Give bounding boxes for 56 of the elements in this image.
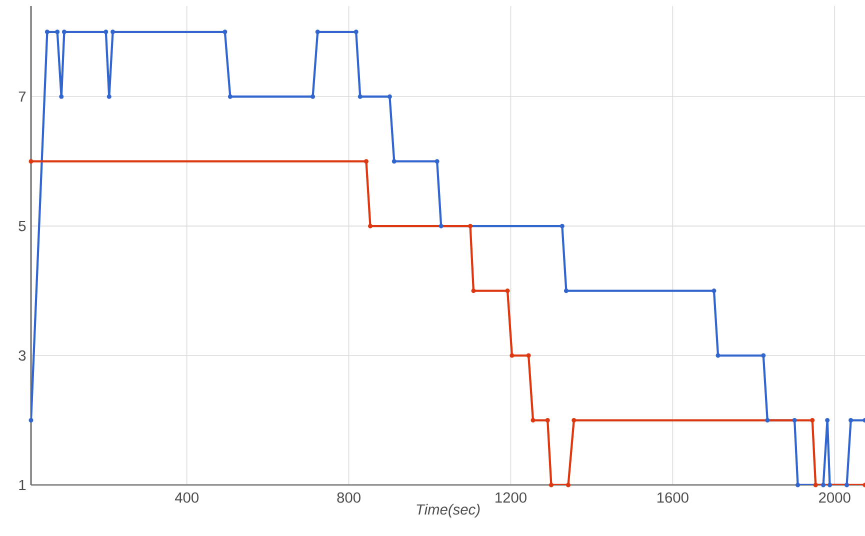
point [59,94,64,99]
point [848,418,854,423]
point [434,159,440,164]
point [813,482,818,488]
x-axis-title: Time(sec) [416,504,480,518]
x-tick-label: 400 [174,492,199,503]
y-tick-label: 3 [18,350,26,361]
point [844,482,850,488]
y-tick-label: 7 [18,92,26,102]
point [104,30,108,34]
y-tick-label: 1 [19,480,26,490]
point [392,159,396,164]
point [796,482,800,488]
point [526,353,531,358]
x-tick-label: 1200 [496,492,526,503]
point [110,30,116,34]
point [560,224,564,228]
x-tick-label: 2000 [819,492,850,503]
point [222,30,228,34]
point [106,94,112,99]
x-tick-label: 800 [337,492,360,503]
point [315,30,320,34]
point [358,94,362,99]
point [825,418,830,423]
point [55,30,60,34]
point [28,418,34,423]
point [564,288,568,294]
point [765,418,770,423]
point [228,94,232,99]
point [368,224,373,228]
x-tick-label: 1600 [657,492,688,503]
point [761,353,766,358]
point [828,482,832,488]
point [44,30,50,34]
point [471,288,476,294]
point [530,418,536,423]
point [468,224,473,228]
point [821,482,826,488]
point [364,159,368,164]
point [548,482,554,488]
point [712,288,716,294]
point [810,418,815,423]
y-tick-label: 5 [18,220,26,232]
point [566,482,571,488]
point [572,418,576,423]
point [354,30,358,34]
point [387,94,392,99]
point [716,353,720,358]
point [28,159,34,164]
point [510,353,514,358]
point [545,418,550,423]
point [792,418,797,423]
point [438,224,444,228]
point [310,94,316,99]
point [505,288,510,294]
point [62,30,66,34]
